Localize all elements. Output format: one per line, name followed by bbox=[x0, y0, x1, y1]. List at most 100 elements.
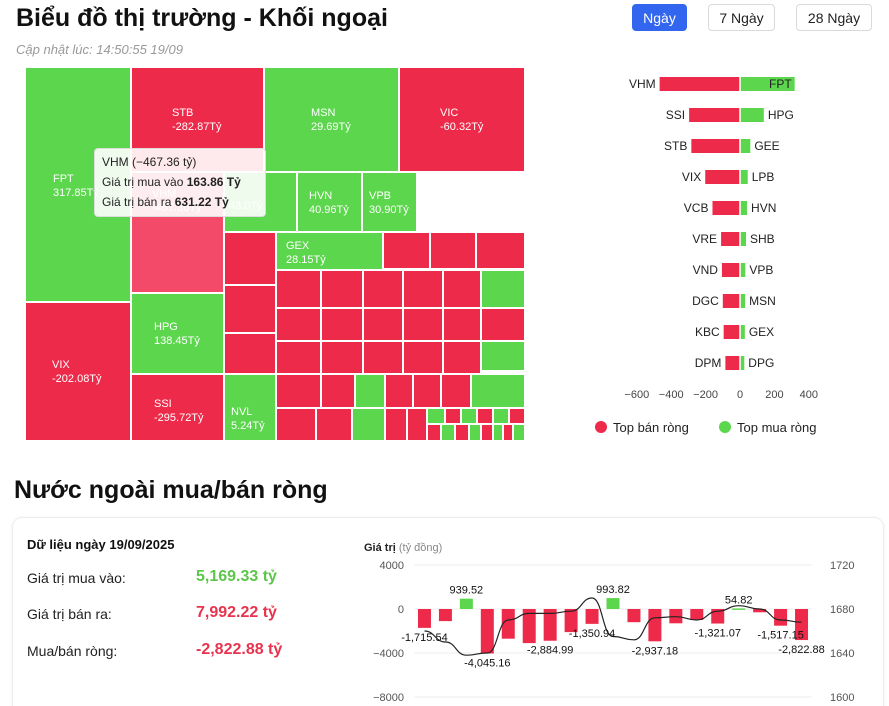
treemap-tile-small[interactable] bbox=[276, 308, 321, 341]
treemap-tile-small[interactable] bbox=[407, 408, 427, 441]
treemap-tile-small[interactable] bbox=[385, 374, 413, 408]
y2-tick-label: 1600 bbox=[830, 692, 854, 704]
net-flow-bar bbox=[795, 609, 809, 641]
treemap-tile-small[interactable] bbox=[427, 408, 445, 424]
buy-bar bbox=[740, 356, 745, 370]
treemap-tile-small[interactable] bbox=[481, 424, 493, 441]
treemap-tile-small[interactable] bbox=[316, 408, 352, 441]
y-axis-title-unit: (tỷ đồng) bbox=[396, 542, 442, 554]
tooltip-buy-label: Giá trị mua vào bbox=[102, 175, 184, 189]
treemap-tile-small[interactable] bbox=[455, 424, 469, 441]
treemap-tile-small[interactable] bbox=[403, 308, 443, 341]
treemap-tile-vix[interactable]: VIX -202.08Tỷ bbox=[25, 302, 131, 441]
net-flow-bar bbox=[585, 609, 599, 624]
net-flow-bar bbox=[774, 609, 788, 626]
treemap-tile-small[interactable] bbox=[363, 308, 403, 341]
treemap-tile-label: SSI -295.72Tỷ bbox=[154, 397, 204, 425]
treemap-tile-small[interactable] bbox=[224, 285, 276, 333]
tooltip-buy-row: Giá trị mua vào 163.86 Tỷ bbox=[102, 172, 258, 192]
treemap-tile-small[interactable] bbox=[481, 308, 525, 341]
treemap-tile-small[interactable] bbox=[430, 232, 476, 269]
top-net-bar-chart: VHM SSI STB VIX VCB VRE VND DGC KBC DPM FPT HPG GEE L… bbox=[595, 72, 818, 435]
treemap-tile-small[interactable] bbox=[493, 424, 503, 441]
buy-bar bbox=[740, 77, 795, 91]
net-flow-bar bbox=[648, 609, 662, 642]
treemap-tile-small[interactable] bbox=[403, 270, 443, 308]
treemap-tile-label: MSN 29.69Tỷ bbox=[311, 106, 351, 134]
treemap-tile-hpg[interactable]: HPG 138.45Tỷ bbox=[131, 293, 224, 374]
sell-bar-label: SSI bbox=[666, 108, 685, 122]
treemap-tile-small[interactable] bbox=[503, 424, 513, 441]
treemap-tile-small[interactable] bbox=[443, 341, 481, 374]
treemap-tile-nvl[interactable]: NVL 5.24Tỷ bbox=[224, 374, 276, 441]
treemap-tile-small[interactable] bbox=[224, 232, 276, 285]
index-line bbox=[424, 597, 802, 656]
treemap-tile-small[interactable] bbox=[443, 308, 481, 341]
treemap-tile-small[interactable] bbox=[383, 232, 430, 269]
treemap-tile-code: NVL bbox=[231, 406, 253, 418]
treemap-tile-small[interactable] bbox=[276, 374, 321, 408]
treemap-tile-small[interactable] bbox=[276, 270, 321, 308]
treemap-tile-small[interactable] bbox=[321, 341, 363, 374]
treemap-tile-small[interactable] bbox=[427, 424, 441, 441]
buy-bar-label: HPG bbox=[768, 108, 794, 122]
treemap-tile-vpb[interactable]: VPB 30.90Tỷ bbox=[362, 172, 417, 232]
treemap-tile-small[interactable] bbox=[481, 341, 525, 371]
treemap-tile-small[interactable] bbox=[363, 341, 403, 374]
period-button-day[interactable]: Ngày bbox=[632, 4, 687, 31]
buy-value: 5,169.33 tỷ bbox=[196, 568, 277, 585]
treemap-tile-small[interactable] bbox=[493, 408, 509, 424]
treemap-tile-small[interactable] bbox=[352, 408, 385, 441]
treemap-tile-small[interactable] bbox=[321, 374, 355, 408]
treemap-tile-small[interactable] bbox=[441, 424, 455, 441]
treemap-tile-small[interactable] bbox=[481, 270, 525, 308]
treemap-tile-hvn[interactable]: HVN 40.96Tỷ bbox=[297, 172, 362, 232]
treemap-tile-small[interactable] bbox=[321, 270, 363, 308]
treemap-tile-small[interactable] bbox=[469, 424, 481, 441]
treemap-tile-small[interactable] bbox=[413, 374, 441, 408]
treemap-tile-small[interactable] bbox=[403, 341, 443, 374]
treemap-tile-small[interactable] bbox=[461, 408, 477, 424]
treemap-tile-small[interactable] bbox=[509, 408, 525, 424]
sell-bar bbox=[725, 356, 740, 370]
treemap-tile-small[interactable] bbox=[276, 341, 321, 374]
net-flow-bar bbox=[522, 609, 536, 644]
treemap-tile-msn[interactable]: MSN 29.69Tỷ bbox=[264, 67, 399, 172]
period-button-7-days[interactable]: 7 Ngày bbox=[708, 4, 775, 31]
treemap-tile-small[interactable] bbox=[385, 408, 407, 441]
treemap-tile-ssi[interactable]: SSI -295.72Tỷ bbox=[131, 374, 224, 441]
treemap-tile-code: HPG bbox=[154, 321, 178, 333]
treemap-tile-vic[interactable]: VIC -60.32Tỷ bbox=[399, 67, 525, 172]
treemap-tile-label: VIX -202.08Tỷ bbox=[52, 358, 102, 386]
bar-value-label: -2,937.18 bbox=[632, 645, 678, 657]
buy-bar bbox=[740, 294, 746, 308]
treemap-tile-small[interactable] bbox=[224, 333, 276, 374]
treemap-tile-small[interactable] bbox=[476, 232, 525, 269]
treemap-tile-small[interactable] bbox=[363, 270, 403, 308]
sell-value: 7,992.22 tỷ bbox=[196, 604, 277, 621]
sell-bar-label: DGC bbox=[692, 294, 719, 308]
y-tick-label: −4000 bbox=[373, 648, 404, 660]
net-section-title: Nước ngoài mua/bán ròng bbox=[14, 476, 328, 504]
treemap-tile-small[interactable] bbox=[321, 308, 363, 341]
treemap-tile-small[interactable] bbox=[445, 408, 461, 424]
bar-value-label: -4,045.16 bbox=[464, 657, 510, 669]
buy-bar-label: SHB bbox=[750, 232, 775, 246]
treemap-tile-small[interactable] bbox=[513, 424, 525, 441]
treemap-tile-small[interactable] bbox=[471, 374, 525, 408]
treemap-tile-small[interactable] bbox=[443, 270, 481, 308]
treemap: FPT 317.85Tỷ STB -282.87Tỷ MSN 29.69Tỷ VIC -60.… bbox=[25, 67, 525, 441]
treemap-tile-gex[interactable]: GEX 28.15Tỷ bbox=[276, 232, 383, 270]
treemap-tile-label: NVL 5.24Tỷ bbox=[231, 405, 265, 433]
treemap-tile-code: HVN bbox=[309, 190, 333, 202]
treemap-tile-value: 29.69Tỷ bbox=[311, 121, 351, 133]
treemap-tooltip: VHM (−467.36 tỷ) Giá trị mua vào 163.86 … bbox=[94, 148, 266, 217]
treemap-tile-small[interactable] bbox=[276, 408, 316, 441]
treemap-tile-small[interactable] bbox=[477, 408, 493, 424]
legend-buy-label: Top mua ròng bbox=[737, 420, 817, 435]
sell-bar-label: VIX bbox=[682, 170, 701, 184]
treemap-tile-small[interactable] bbox=[441, 374, 471, 408]
period-button-28-days[interactable]: 28 Ngày bbox=[796, 4, 872, 31]
treemap-tile-small[interactable] bbox=[355, 374, 385, 408]
net-flow-bar bbox=[501, 609, 515, 639]
